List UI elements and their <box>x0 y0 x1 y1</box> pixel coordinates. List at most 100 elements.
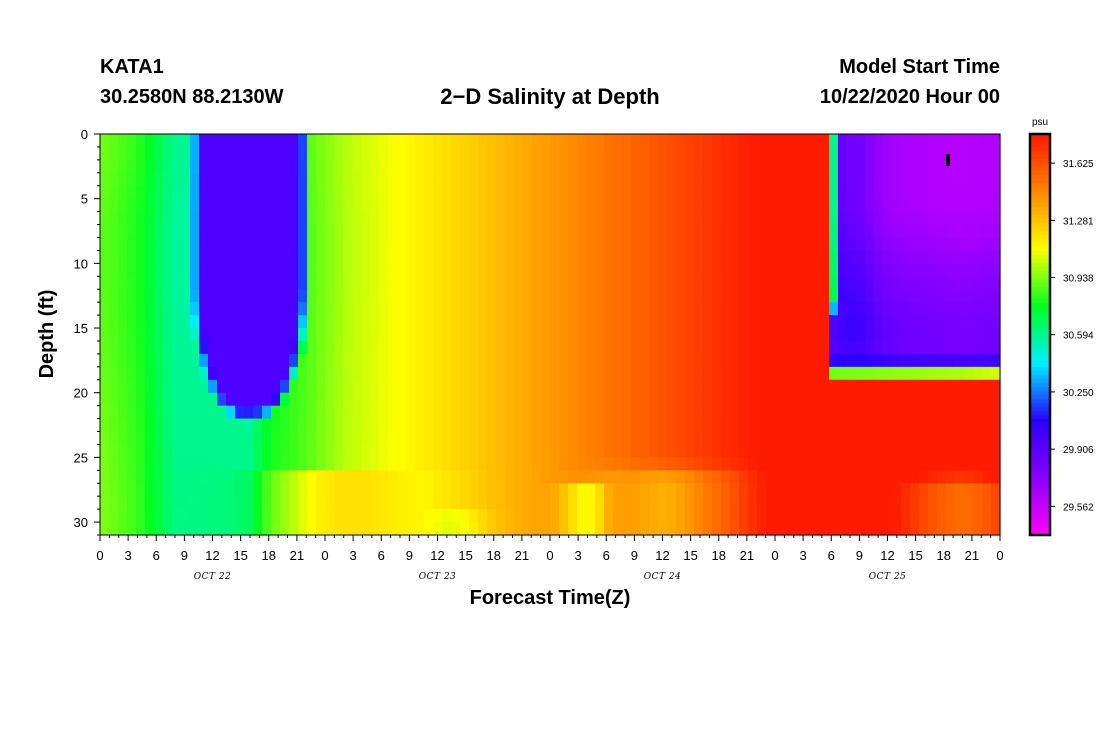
heatmap-cell <box>451 405 461 420</box>
heatmap-cell <box>964 366 974 381</box>
heatmap-cell <box>343 328 353 342</box>
heatmap-cell <box>406 444 416 458</box>
heatmap-cell <box>550 353 560 368</box>
heatmap-cell <box>838 224 848 239</box>
heatmap-cell <box>685 522 695 536</box>
heatmap-cell <box>379 328 389 342</box>
heatmap-cell <box>559 405 569 420</box>
heatmap-cell <box>586 263 596 277</box>
heatmap-cell <box>874 353 884 368</box>
heatmap-cell <box>604 237 614 252</box>
heatmap-cell <box>127 431 137 446</box>
heatmap-cell <box>379 159 389 174</box>
colorbar-band <box>1030 182 1050 187</box>
heatmap-cell <box>271 431 281 446</box>
heatmap-cell <box>820 315 830 329</box>
heatmap-cell <box>703 457 713 471</box>
heatmap-cell <box>397 146 407 161</box>
heatmap-cell <box>712 315 722 329</box>
heatmap-cell <box>163 146 173 161</box>
colorbar-band <box>1030 190 1050 195</box>
heatmap-cell <box>766 159 776 174</box>
heatmap-cell <box>217 444 227 458</box>
heatmap-cell <box>514 379 524 394</box>
heatmap-cell <box>892 276 902 290</box>
heatmap-cell <box>514 263 524 277</box>
heatmap-cell <box>361 302 371 316</box>
heatmap-cell <box>829 418 839 433</box>
heatmap-cell <box>811 431 821 446</box>
heatmap-cell <box>127 302 137 316</box>
heatmap-cell <box>667 470 677 484</box>
heatmap-cell <box>406 263 416 277</box>
heatmap-cell <box>244 211 254 226</box>
x-tick-label: 21 <box>515 548 529 563</box>
heatmap-cell <box>100 211 110 226</box>
heatmap-cell <box>370 470 380 484</box>
heatmap-cell <box>460 185 470 200</box>
heatmap-cell <box>919 134 929 148</box>
heatmap-cell <box>937 276 947 290</box>
heatmap-cell <box>640 289 650 303</box>
heatmap-cell <box>604 134 614 148</box>
heatmap-cell <box>613 483 623 497</box>
heatmap-cell <box>550 522 560 536</box>
heatmap-cell <box>802 134 812 148</box>
heatmap-cell <box>559 224 569 239</box>
heatmap-cell <box>298 146 308 161</box>
heatmap-cell <box>190 211 200 226</box>
heatmap-cell <box>226 392 236 407</box>
heatmap-cell <box>973 224 983 239</box>
heatmap-cell <box>433 211 443 226</box>
heatmap-cell <box>208 263 218 277</box>
heatmap-cell <box>901 172 911 187</box>
heatmap-cell <box>667 134 677 148</box>
heatmap-cell <box>262 328 272 342</box>
heatmap-cell <box>316 224 326 239</box>
heatmap-cell <box>451 146 461 161</box>
heatmap-cell <box>136 134 146 148</box>
heatmap-cell <box>424 366 434 381</box>
heatmap-cell <box>190 185 200 200</box>
heatmap-cell <box>181 509 191 523</box>
heatmap-cell <box>748 379 758 394</box>
heatmap-cell <box>730 328 740 342</box>
heatmap-cell <box>964 483 974 497</box>
heatmap-cell <box>370 250 380 264</box>
heatmap-cell <box>577 328 587 342</box>
heatmap-cell <box>631 263 641 277</box>
heatmap-cell <box>721 276 731 290</box>
heatmap-cell <box>730 444 740 458</box>
heatmap-cell <box>586 509 596 523</box>
heatmap-cell <box>982 250 992 264</box>
heatmap-cell <box>766 315 776 329</box>
heatmap-cell <box>343 353 353 368</box>
heatmap-cell <box>568 276 578 290</box>
heatmap-cell <box>163 302 173 316</box>
heatmap-cell <box>406 211 416 226</box>
heatmap-cell <box>397 211 407 226</box>
heatmap-cell <box>604 302 614 316</box>
heatmap-cell <box>235 315 245 329</box>
heatmap-cell <box>460 522 470 536</box>
heatmap-cell <box>856 276 866 290</box>
heatmap-cell <box>298 418 308 433</box>
heatmap-cell <box>127 185 137 200</box>
heatmap-cell <box>154 509 164 523</box>
heatmap-cell <box>532 237 542 252</box>
heatmap-cell <box>739 405 749 420</box>
heatmap-cell <box>100 483 110 497</box>
heatmap-cell <box>919 198 929 213</box>
heatmap-cell <box>568 224 578 239</box>
heatmap-cell <box>766 353 776 368</box>
heatmap-cell <box>793 509 803 523</box>
heatmap-cell <box>451 340 461 355</box>
heatmap-cell <box>235 276 245 290</box>
heatmap-cell <box>190 224 200 239</box>
heatmap-cell <box>190 405 200 420</box>
heatmap-cell <box>424 483 434 497</box>
colorbar-band <box>1030 514 1050 520</box>
heatmap-cell <box>991 134 1001 148</box>
heatmap-cell <box>829 431 839 446</box>
heatmap-cell <box>631 224 641 239</box>
